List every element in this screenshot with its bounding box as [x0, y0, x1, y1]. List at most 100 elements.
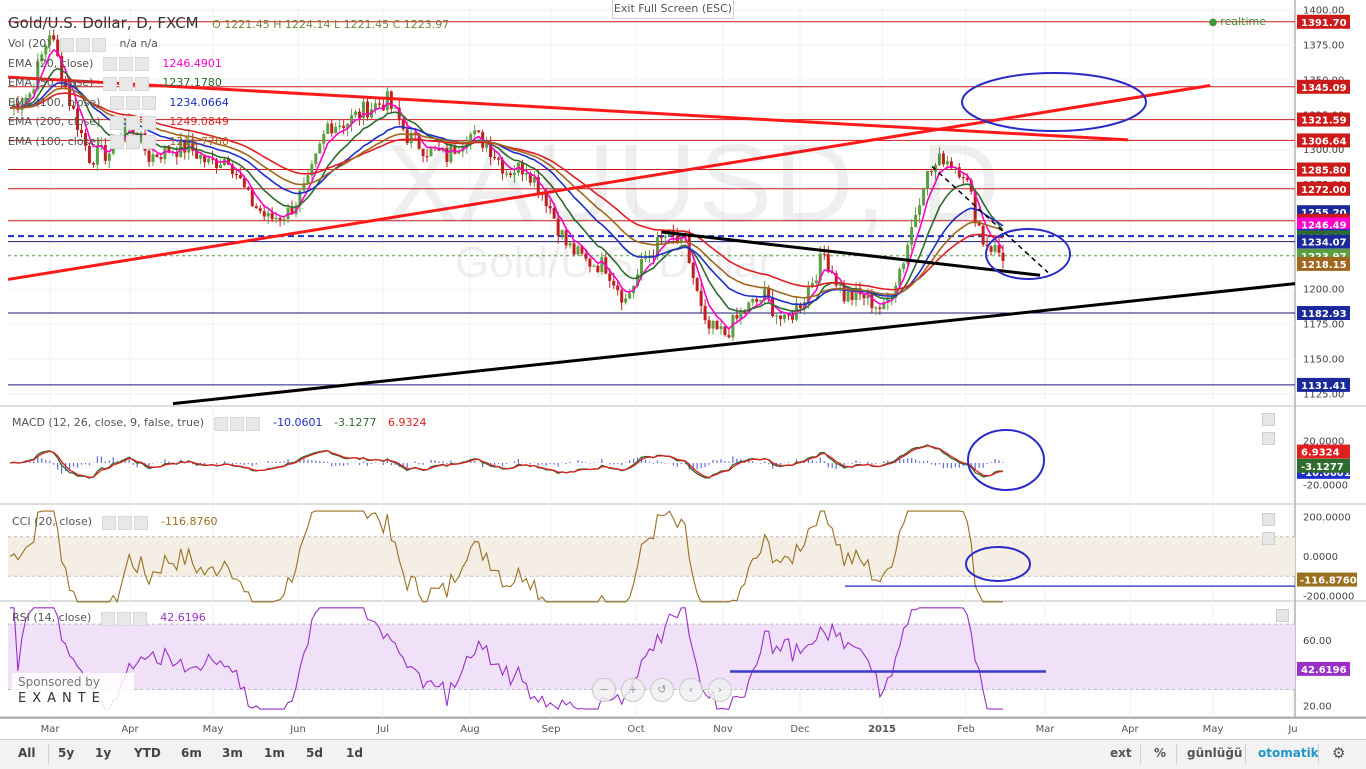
- candle-body: [362, 101, 366, 118]
- candle-body: [254, 206, 258, 209]
- candle-body: [973, 191, 977, 222]
- price-label: 1218.15: [1297, 256, 1350, 271]
- settings-gear-icon[interactable]: ⚙: [1332, 744, 1346, 762]
- rsi-panel-controls[interactable]: [1276, 607, 1304, 622]
- candle-body: [338, 125, 342, 127]
- candle-body: [628, 293, 632, 299]
- candle-body: [330, 123, 334, 134]
- price-label-box: [1297, 14, 1350, 29]
- price-label: 1306.64: [1297, 133, 1350, 148]
- candle-body: [588, 258, 592, 267]
- log-toggle[interactable]: günlüğü: [1187, 746, 1243, 760]
- macd-tick-label: 20.0000: [1303, 437, 1344, 448]
- candle-body: [731, 315, 735, 338]
- chart-nav-buttons[interactable]: − + ↺ ‹ ›: [592, 678, 737, 702]
- candle-body: [552, 208, 556, 219]
- trendline-black-support: [172, 282, 1296, 406]
- range-5d[interactable]: 5d: [306, 746, 323, 760]
- exit-fullscreen-button[interactable]: Exit Full Screen (ESC): [612, 0, 734, 19]
- candle-body: [318, 143, 322, 154]
- candle-body: [405, 129, 409, 144]
- candle-body: [584, 253, 588, 259]
- scroll-right-icon[interactable]: ›: [708, 678, 732, 702]
- range-1m[interactable]: 1m: [264, 746, 285, 760]
- reset-icon[interactable]: ↺: [650, 678, 674, 702]
- candle-body: [493, 157, 497, 159]
- candle-body: [195, 150, 199, 159]
- candle-body: [76, 108, 80, 130]
- cci-panel-controls[interactable]: [1262, 511, 1290, 545]
- zoom-out-icon[interactable]: −: [592, 678, 616, 702]
- cci-legend[interactable]: CCI (20, close) -116.8760: [12, 512, 217, 532]
- candle-body: [234, 173, 238, 176]
- candle-body: [409, 132, 413, 144]
- legend-item-ema100b[interactable]: EMA (100, close) 1216.7760: [8, 132, 449, 152]
- candle-body: [842, 284, 846, 302]
- legend-buttons[interactable]: [100, 609, 149, 628]
- legend-item-ema20[interactable]: EMA (20, close) 1246.4901: [8, 54, 449, 74]
- range-1y[interactable]: 1y: [95, 746, 112, 760]
- price-label: 1182.93: [1297, 306, 1350, 321]
- range-all[interactable]: All: [18, 746, 36, 760]
- legend-item-ema100[interactable]: EMA (100, close) 1234.0664: [8, 93, 449, 113]
- y-tick-label: 1150.00: [1303, 354, 1344, 365]
- candle-body: [624, 298, 628, 303]
- rsi-legend[interactable]: RSI (14, close) 42.6196: [12, 608, 206, 628]
- legend-buttons[interactable]: [60, 35, 108, 54]
- zoom-in-icon[interactable]: +: [621, 678, 645, 702]
- candle-body: [751, 299, 755, 303]
- candle-body: [79, 129, 83, 134]
- range-3m[interactable]: 3m: [222, 746, 243, 760]
- candle-body: [393, 107, 397, 109]
- ext-toggle[interactable]: ext: [1110, 746, 1132, 760]
- x-tick-label: Feb: [957, 724, 975, 735]
- range-ytd[interactable]: YTD: [134, 746, 161, 760]
- candle-body: [898, 269, 902, 286]
- range-6m[interactable]: 6m: [181, 746, 202, 760]
- candle-body: [373, 103, 377, 110]
- sponsor-box[interactable]: Sponsored by EXANTE: [12, 673, 134, 713]
- range-5y[interactable]: 5y: [58, 746, 75, 760]
- candle-body: [802, 302, 806, 309]
- legend-buttons[interactable]: [213, 414, 262, 433]
- candle-body: [91, 162, 95, 165]
- candle-body: [322, 133, 326, 144]
- macd-legend[interactable]: MACD (12, 26, close, 9, false, true) -10…: [12, 413, 427, 433]
- legend-buttons[interactable]: [109, 132, 158, 151]
- legend-item-ema200[interactable]: EMA (200, close) 1249.0849: [8, 112, 449, 132]
- annotation-ellipse: [967, 429, 1045, 491]
- candle-body: [810, 283, 814, 288]
- scroll-left-icon[interactable]: ‹: [679, 678, 703, 702]
- x-tick-label: Nov: [713, 724, 733, 735]
- ema100-line: [9, 82, 1004, 306]
- candle-body: [755, 299, 759, 302]
- legend-buttons[interactable]: [102, 54, 151, 73]
- range-1d[interactable]: 1d: [346, 746, 363, 760]
- candle-body: [167, 145, 171, 153]
- legend-buttons[interactable]: [109, 93, 158, 112]
- legend-buttons[interactable]: [102, 74, 151, 93]
- price-label-text: 1345.09: [1301, 83, 1347, 94]
- candle-body: [32, 89, 36, 94]
- candle-body: [532, 176, 536, 183]
- candle-body: [508, 173, 512, 176]
- candle-body: [870, 292, 874, 309]
- legend-buttons[interactable]: [101, 513, 150, 532]
- main-legend: Gold/U.S. Dollar, D, FXCM O 1221.45 H 12…: [8, 14, 449, 151]
- macd-panel-controls[interactable]: [1262, 411, 1290, 445]
- price-label: 1272.00: [1297, 181, 1350, 196]
- chart-canvas[interactable]: Mar Apr May Jun Jul Aug Sep Oct Nov Dec 2015 Feb Mar…: [0, 0, 1366, 739]
- price-label: 1321.59: [1297, 112, 1350, 127]
- candle-body: [560, 230, 564, 236]
- legend-buttons[interactable]: [109, 113, 158, 132]
- candle-body: [326, 123, 330, 134]
- x-tick-label: Apr: [121, 724, 139, 735]
- candle-body: [822, 253, 826, 255]
- percent-toggle[interactable]: %: [1154, 746, 1167, 760]
- candle-body: [838, 284, 842, 286]
- price-label-box: [1297, 234, 1350, 249]
- auto-toggle[interactable]: otomatik: [1258, 746, 1319, 760]
- candle-body: [103, 144, 107, 161]
- legend-item-ema50[interactable]: EMA (50, close) 1237.1780: [8, 73, 449, 93]
- legend-item-vol[interactable]: Vol (20) n/a n/a: [8, 34, 449, 54]
